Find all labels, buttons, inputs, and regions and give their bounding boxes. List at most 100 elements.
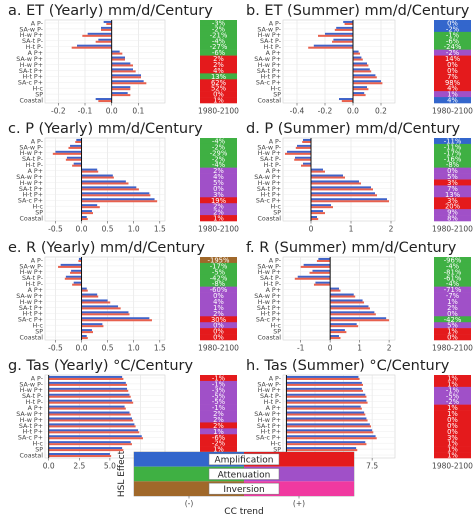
bar	[81, 329, 92, 332]
row-label: H-w P+	[258, 32, 281, 39]
bar	[312, 269, 331, 272]
bar	[311, 186, 371, 189]
cc-value: 0%	[213, 334, 224, 342]
cc-cell	[434, 161, 471, 168]
cc-value: 0%	[447, 416, 458, 424]
cc-value: 0%	[447, 67, 458, 75]
cc-cell	[200, 91, 237, 98]
cc-cell	[200, 322, 237, 329]
row-label: SA-t P-	[260, 38, 281, 45]
cc-cell	[200, 79, 237, 86]
cc-cell	[200, 155, 237, 163]
cc-cell	[434, 380, 471, 388]
cc-value: 98%	[445, 79, 461, 87]
cc-value: -16%	[444, 155, 462, 163]
row-label: H-t P-	[264, 44, 281, 51]
cc-value: -5%	[212, 392, 226, 400]
x-tick-label: 1	[349, 225, 354, 234]
bar	[353, 62, 367, 65]
cc-cell	[200, 25, 237, 33]
x-tick-label: -0.5	[48, 344, 63, 353]
bar	[286, 389, 363, 392]
bar	[285, 152, 311, 155]
bar	[81, 170, 99, 173]
cc-value: -81%	[444, 268, 462, 276]
row-label: SA-t P+	[19, 305, 43, 312]
bar	[81, 331, 93, 334]
cc-cell	[200, 73, 237, 80]
bar	[81, 319, 152, 322]
bar	[286, 411, 365, 414]
row-label: H-w P+	[258, 269, 281, 276]
cc-cell	[434, 334, 471, 341]
cc-value: -4%	[212, 161, 226, 169]
panel-4: e. R (Yearly) mm/d/Century -0.5 0.0 0.5 1.0 1…	[8, 240, 239, 353]
bar	[81, 174, 113, 177]
bar	[48, 383, 128, 386]
row-label: Coastal	[20, 97, 44, 104]
cc-value: 1%	[213, 97, 224, 105]
bar	[353, 86, 367, 89]
row-label: SA-w P-	[257, 263, 281, 270]
row-label: A P+	[28, 405, 43, 412]
row-label: H-c	[33, 204, 44, 211]
cc-cell	[200, 262, 237, 270]
cc-cell	[200, 398, 237, 405]
bar	[330, 289, 341, 292]
period-label: 1980-2100	[432, 462, 473, 471]
cc-value: 0%	[447, 310, 458, 318]
bar	[353, 68, 370, 71]
cc-value: 2%	[213, 410, 224, 418]
bar	[48, 377, 124, 380]
bar	[111, 50, 120, 53]
cc-cell	[200, 97, 237, 104]
cc-cell	[200, 55, 237, 62]
cc-cell	[200, 215, 237, 222]
bar	[353, 58, 363, 61]
cc-cell	[200, 440, 237, 447]
cc-value: 5%	[447, 173, 458, 181]
cc-value: 3%	[447, 197, 458, 205]
bar	[302, 140, 311, 143]
bar	[95, 40, 112, 43]
row-label: SA-w P+	[254, 293, 281, 300]
plot-area	[44, 19, 166, 104]
row-label: H-c	[33, 441, 44, 448]
bar	[81, 192, 150, 195]
bar	[111, 68, 133, 71]
panel-title: g. Tas (Yearly) °C/Century	[8, 358, 193, 374]
bar	[353, 52, 360, 55]
cc-value: 1%	[447, 452, 458, 460]
cc-value: 1%	[447, 404, 458, 412]
row-label: SP	[35, 329, 43, 336]
cc-cell	[434, 328, 471, 335]
panel-5: f. R (Summer) mm/d/Century-1 0 1 2A P-SA-w …	[246, 240, 473, 353]
row-label: A P-	[269, 257, 281, 264]
bar	[325, 32, 353, 35]
cc-value: 0%	[213, 185, 224, 193]
cc-value: 2%	[213, 209, 224, 217]
bar	[81, 323, 103, 326]
cc-value: 4%	[447, 97, 458, 105]
bar	[295, 156, 311, 159]
cc-cell	[434, 79, 471, 86]
row-label: SA-t P-	[260, 156, 281, 163]
cc-value: 4%	[213, 67, 224, 75]
bar	[294, 158, 311, 161]
cc-cell	[200, 161, 237, 168]
cc-cell	[434, 440, 471, 447]
row-label: H-t P-	[26, 399, 43, 406]
cc-value: 4%	[213, 298, 224, 306]
bar	[81, 287, 87, 290]
bar	[315, 281, 331, 284]
period-label: 1980-2100	[432, 344, 473, 353]
bar	[111, 88, 131, 91]
row-label: Coastal	[258, 97, 282, 104]
cc-cell	[434, 155, 471, 163]
bar	[48, 455, 112, 458]
cc-cell	[434, 262, 471, 270]
bar	[343, 20, 353, 23]
cc-value: -1%	[446, 31, 460, 39]
row-label: H-c	[271, 204, 282, 211]
cc-value: 0%	[447, 422, 458, 430]
